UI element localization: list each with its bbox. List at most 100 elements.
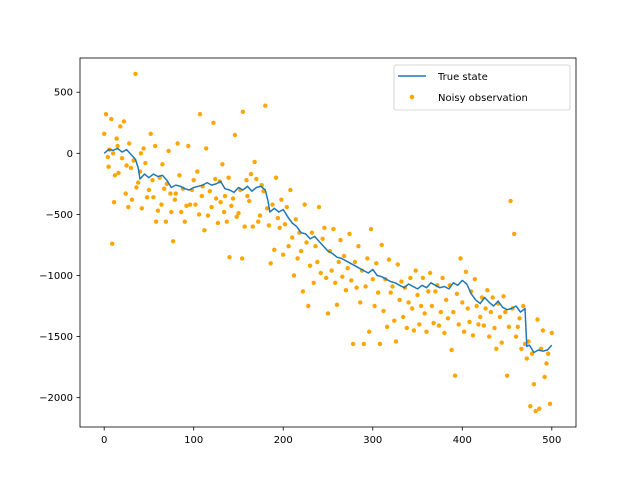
observation-point bbox=[390, 284, 395, 289]
observation-point bbox=[540, 328, 546, 333]
observation-point bbox=[546, 351, 551, 356]
observation-point bbox=[358, 300, 363, 305]
observation-point bbox=[463, 269, 469, 274]
observation-point bbox=[322, 225, 327, 230]
observation-point bbox=[205, 213, 211, 218]
observation-point bbox=[410, 306, 415, 311]
observation-point bbox=[519, 346, 524, 351]
observation-point bbox=[221, 209, 227, 215]
observation-point bbox=[273, 175, 279, 180]
observation-point bbox=[331, 226, 336, 232]
observation-point bbox=[150, 178, 155, 183]
observation-point bbox=[106, 164, 111, 169]
legend-box bbox=[393, 64, 571, 111]
observation-point bbox=[478, 314, 483, 320]
observation-point bbox=[173, 191, 178, 196]
observation-point bbox=[220, 162, 225, 167]
observation-point bbox=[485, 288, 490, 293]
observation-point bbox=[508, 198, 513, 204]
observation-point bbox=[445, 316, 451, 321]
observation-point bbox=[438, 309, 443, 315]
observation-point bbox=[162, 186, 167, 191]
observation-point bbox=[504, 373, 510, 378]
observation-point bbox=[166, 148, 171, 154]
observation-point bbox=[506, 324, 512, 329]
true-state-line bbox=[103, 147, 553, 354]
observation-point bbox=[290, 235, 295, 240]
observation-point bbox=[109, 116, 114, 122]
observation-point bbox=[236, 211, 241, 216]
observation-point bbox=[375, 290, 381, 295]
observation-point bbox=[226, 175, 231, 180]
observation-point bbox=[431, 320, 436, 326]
x-tick-label: 300 bbox=[363, 435, 382, 446]
observation-point bbox=[401, 314, 406, 320]
observation-point bbox=[436, 323, 442, 328]
observation-point bbox=[535, 317, 540, 322]
observation-point bbox=[404, 325, 409, 331]
observation-point bbox=[153, 143, 158, 149]
observation-point bbox=[139, 206, 144, 211]
observation-point bbox=[207, 189, 212, 194]
observation-point bbox=[347, 231, 352, 237]
observation-point bbox=[503, 309, 508, 315]
observation-point bbox=[116, 170, 121, 176]
observation-point bbox=[399, 279, 404, 284]
observation-point bbox=[110, 241, 115, 246]
observation-point bbox=[195, 169, 200, 174]
observation-point bbox=[202, 228, 207, 233]
observation-point bbox=[168, 191, 173, 196]
plot-area bbox=[102, 71, 554, 414]
observation-point bbox=[315, 259, 320, 265]
observation-point bbox=[230, 196, 236, 201]
observation-point bbox=[264, 206, 270, 211]
observation-point bbox=[411, 328, 417, 333]
observation-point bbox=[103, 112, 109, 117]
observation-point bbox=[465, 306, 470, 311]
observation-point bbox=[218, 200, 223, 205]
observation-point bbox=[343, 288, 349, 293]
observation-point bbox=[547, 401, 553, 406]
observation-point bbox=[172, 197, 178, 202]
observation-point bbox=[110, 151, 116, 156]
observation-point bbox=[349, 278, 354, 283]
observation-point bbox=[244, 178, 249, 183]
observation-point bbox=[187, 202, 193, 207]
observation-point bbox=[497, 314, 503, 320]
observation-point bbox=[277, 225, 282, 230]
observation-point bbox=[186, 143, 191, 149]
observation-point bbox=[372, 303, 377, 309]
observation-point bbox=[114, 136, 119, 141]
axes-frame bbox=[79, 57, 577, 428]
observation-point bbox=[374, 261, 379, 266]
observation-point bbox=[170, 239, 176, 244]
observation-point bbox=[177, 173, 182, 178]
observation-point bbox=[440, 275, 445, 281]
observation-point bbox=[239, 256, 245, 261]
observation-point bbox=[470, 333, 476, 338]
observation-point bbox=[250, 224, 255, 229]
observation-point bbox=[368, 226, 374, 232]
observation-point bbox=[115, 143, 120, 149]
observation-point bbox=[118, 124, 123, 129]
observation-point bbox=[163, 219, 169, 224]
observation-point bbox=[492, 325, 497, 331]
observation-point bbox=[304, 240, 309, 245]
observation-point bbox=[388, 290, 393, 295]
observation-point bbox=[281, 252, 286, 257]
observation-point bbox=[197, 112, 203, 117]
observation-point bbox=[334, 302, 340, 307]
observation-point bbox=[248, 171, 254, 177]
observation-point bbox=[449, 347, 454, 353]
observation-point bbox=[422, 311, 427, 316]
observation-point bbox=[112, 173, 118, 178]
observation-point bbox=[537, 406, 542, 411]
observation-point bbox=[148, 131, 153, 136]
x-tick-label: 0 bbox=[101, 435, 107, 446]
y-tick-label: −2000 bbox=[39, 393, 73, 404]
observation-point bbox=[211, 120, 216, 126]
observation-point bbox=[105, 154, 111, 160]
observation-point bbox=[102, 131, 107, 136]
observation-point bbox=[354, 285, 359, 290]
observation-point bbox=[316, 204, 322, 210]
